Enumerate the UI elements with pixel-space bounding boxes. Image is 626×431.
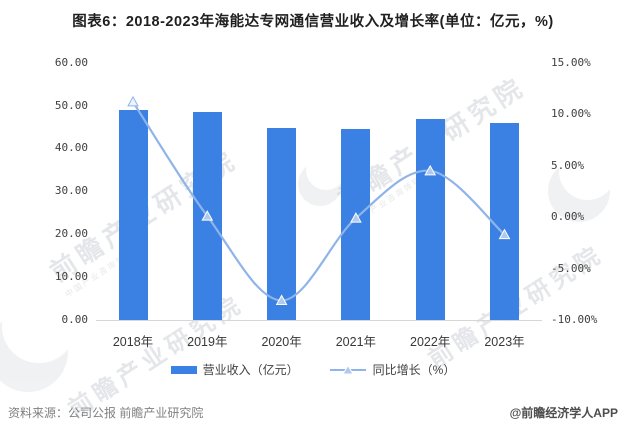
revenue-bar — [490, 123, 519, 320]
bar-swatch-icon — [170, 365, 197, 374]
x-axis-label: 2023年 — [484, 335, 525, 349]
line-marker — [498, 228, 511, 240]
x-axis-label: 2021年 — [335, 335, 377, 349]
revenue-bar — [267, 127, 297, 320]
line-marker — [275, 294, 288, 305]
revenue-bar — [118, 110, 148, 320]
legend-item-growth: 同比增长（%） — [329, 361, 456, 378]
line-marker — [201, 210, 214, 221]
x-axis-label: 2022年 — [410, 335, 451, 349]
right-axis-tick: -5.00% — [551, 261, 591, 275]
legend-label-revenue: 营业收入（亿元） — [202, 363, 299, 377]
line-swatch-icon — [329, 364, 366, 374]
revenue-bar — [341, 129, 371, 320]
left-axis-tick: 40.00 — [54, 141, 88, 155]
left-axis-tick: 20.00 — [54, 227, 88, 241]
growth-line — [132, 101, 506, 302]
left-axis-tick: 60.00 — [54, 55, 88, 69]
right-axis-tick: 10.00% — [551, 107, 591, 121]
left-axis-tick: 0.00 — [61, 313, 89, 326]
line-marker — [350, 212, 362, 223]
x-axis-label: 2019年 — [187, 335, 228, 349]
legend-item-revenue: 营业收入（亿元） — [170, 361, 299, 378]
right-axis-tick: -10.00% — [551, 313, 598, 326]
left-axis-tick: 10.00 — [54, 270, 88, 284]
x-axis-label: 2020年 — [261, 335, 302, 349]
legend-label-growth: 同比增长（%） — [372, 363, 456, 377]
right-axis-tick: 5.00% — [551, 158, 585, 172]
left-axis-tick: 30.00 — [54, 184, 88, 198]
line-marker — [424, 164, 437, 176]
revenue-bar — [415, 118, 445, 320]
legend: 营业收入（亿元） 同比增长（%） — [0, 361, 626, 378]
credit-note: @前瞻经济学人APP — [509, 406, 618, 420]
line-marker — [127, 95, 139, 107]
right-axis-tick: 0.00% — [551, 210, 585, 224]
chart-title: 图表6：2018-2023年海能达专网通信营业收入及增长率(单位：亿元，%) — [72, 14, 554, 30]
x-axis-line — [96, 320, 542, 321]
right-axis-tick: 15.00% — [551, 55, 591, 69]
x-axis-label: 2018年 — [112, 335, 154, 349]
source-note: 资料来源：公司公报 前瞻产业研究院 — [8, 406, 204, 420]
left-axis-tick: 50.00 — [54, 98, 88, 112]
